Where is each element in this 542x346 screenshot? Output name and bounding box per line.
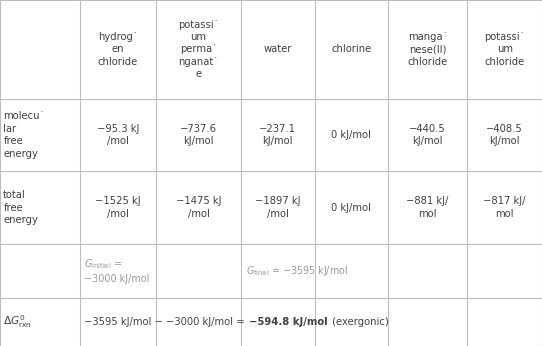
Text: molecu˙
lar
free
energy: molecu˙ lar free energy [3,111,45,158]
Text: −737.6
kJ/mol: −737.6 kJ/mol [180,124,217,146]
Text: −817 kJ/
mol: −817 kJ/ mol [483,197,526,219]
Text: −3595 kJ/mol − −3000 kJ/mol =: −3595 kJ/mol − −3000 kJ/mol = [84,317,248,327]
Text: $\mathit{G}_{\mathrm{final}}$ = −3595 kJ/mol: $\mathit{G}_{\mathrm{final}}$ = −3595 kJ… [246,264,348,278]
Text: potassi˙
um
chloride: potassi˙ um chloride [485,32,525,67]
Text: 0 kJ/mol: 0 kJ/mol [331,130,371,140]
Text: hydrog˙
en
chloride: hydrog˙ en chloride [98,32,138,67]
Text: −440.5
kJ/mol: −440.5 kJ/mol [409,124,446,146]
Text: −408.5
kJ/mol: −408.5 kJ/mol [486,124,523,146]
Text: −1897 kJ
/mol: −1897 kJ /mol [255,197,301,219]
Text: (exergonic): (exergonic) [329,317,389,327]
Text: chlorine: chlorine [331,44,371,54]
Text: $\mathit{G}_{\mathrm{initial}}$ =
−3000 kJ/mol: $\mathit{G}_{\mathrm{initial}}$ = −3000 … [84,258,149,284]
Text: −95.3 kJ
/mol: −95.3 kJ /mol [96,124,139,146]
Text: 0 kJ/mol: 0 kJ/mol [331,203,371,212]
Text: −1475 kJ
/mol: −1475 kJ /mol [176,197,221,219]
Text: $\Delta G^0_{\mathrm{rxn}}$: $\Delta G^0_{\mathrm{rxn}}$ [3,313,32,330]
Text: manga˙
nese(II)
chloride: manga˙ nese(II) chloride [408,32,448,67]
Text: −594.8 kJ/mol: −594.8 kJ/mol [249,317,328,327]
Text: −237.1
kJ/mol: −237.1 kJ/mol [259,124,296,146]
Text: −1525 kJ
/mol: −1525 kJ /mol [95,197,140,219]
Text: total
free
energy: total free energy [3,190,38,225]
Text: −881 kJ/
mol: −881 kJ/ mol [406,197,449,219]
Text: water: water [263,44,292,54]
Text: potassi˙
um
perma˙
nganat˙
e: potassi˙ um perma˙ nganat˙ e [178,19,219,79]
